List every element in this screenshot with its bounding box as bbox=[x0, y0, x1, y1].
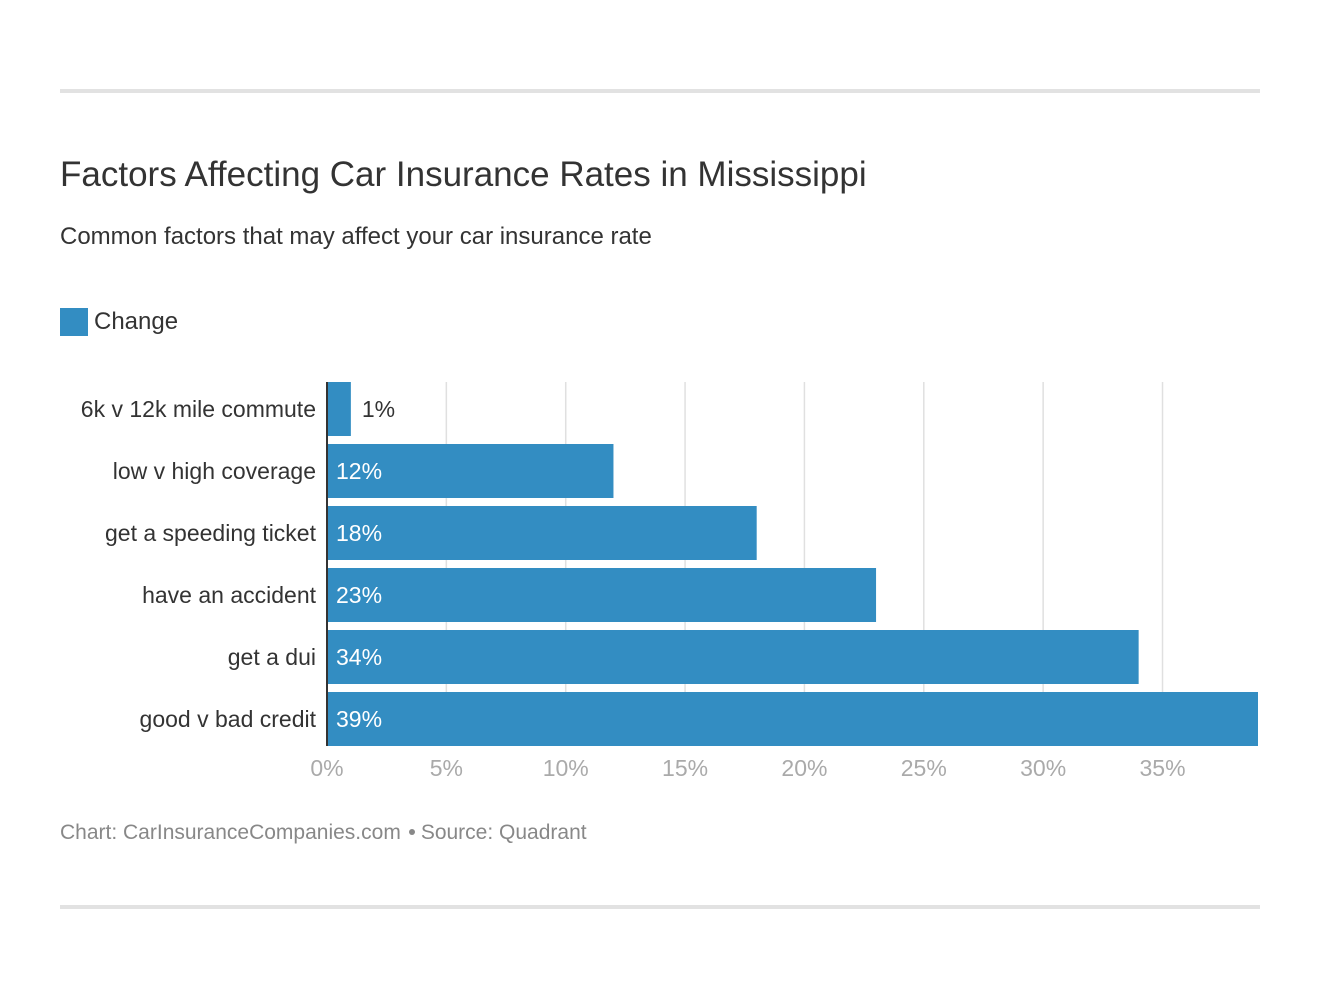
chart-subtitle: Common factors that may affect your car … bbox=[60, 223, 652, 250]
data-label: 39% bbox=[336, 706, 382, 732]
separator-dot-icon bbox=[408, 828, 415, 835]
category-label: low v high coverage bbox=[113, 458, 316, 484]
data-label: 23% bbox=[336, 582, 382, 608]
data-label: 1% bbox=[362, 396, 395, 422]
category-label: good v bad credit bbox=[140, 706, 317, 732]
bar bbox=[327, 382, 351, 436]
x-tick-label: 0% bbox=[310, 755, 343, 781]
data-label: 34% bbox=[336, 644, 382, 670]
category-label: have an accident bbox=[142, 582, 317, 608]
legend-swatch bbox=[60, 308, 88, 336]
bar-chart: 6k v 12k mile commute 1% low v high covera… bbox=[81, 382, 1258, 781]
legend-label: Change bbox=[94, 308, 179, 335]
category-label: get a speeding ticket bbox=[105, 520, 317, 546]
chart-footer: Chart: CarInsuranceCompanies.com Source: … bbox=[60, 819, 587, 847]
data-label: 18% bbox=[336, 520, 382, 546]
bar bbox=[327, 568, 877, 622]
bar bbox=[327, 444, 614, 498]
bar bbox=[327, 692, 1258, 746]
bar bbox=[327, 630, 1139, 684]
legend: Change bbox=[60, 308, 178, 336]
x-tick-label: 35% bbox=[1139, 755, 1185, 781]
data-label: 12% bbox=[336, 458, 382, 484]
x-tick-label: 10% bbox=[543, 755, 589, 781]
x-tick-label: 20% bbox=[781, 755, 827, 781]
x-tick-label: 15% bbox=[662, 755, 708, 781]
category-label: 6k v 12k mile commute bbox=[81, 396, 316, 422]
top-divider bbox=[60, 89, 1260, 93]
bottom-divider bbox=[60, 905, 1260, 909]
chart-credit: Chart: CarInsuranceCompanies.com bbox=[60, 821, 401, 844]
chart-title: Factors Affecting Car Insurance Rates in… bbox=[60, 155, 867, 194]
bar bbox=[327, 506, 757, 560]
category-label: get a dui bbox=[228, 644, 316, 670]
x-tick-label: 25% bbox=[901, 755, 947, 781]
x-tick-label: 5% bbox=[430, 755, 463, 781]
x-tick-label: 30% bbox=[1020, 755, 1066, 781]
chart-source: Source: Quadrant bbox=[420, 821, 587, 844]
